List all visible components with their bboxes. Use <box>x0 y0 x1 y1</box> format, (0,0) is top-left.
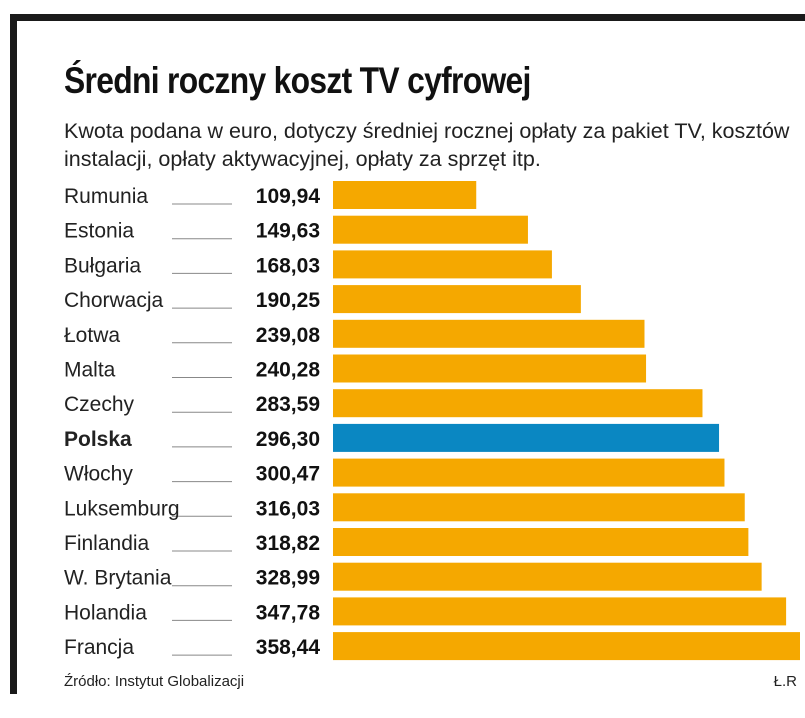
bar-estonia <box>333 215 528 244</box>
category-label-polska: Polska <box>64 428 132 451</box>
bar-chorwacja <box>333 285 581 314</box>
bar-w-brytania <box>333 562 762 591</box>
value-label-czechy: 283,59 <box>256 393 320 416</box>
category-label-estonia: Estonia <box>64 220 134 243</box>
bar-francja <box>333 632 800 661</box>
category-label-luksemburg: Luksemburg <box>64 497 180 520</box>
value-label-luksemburg: 316,03 <box>256 497 320 520</box>
category-label-lotwa: Łotwa <box>64 324 120 347</box>
value-label-francja: 358,44 <box>256 636 321 659</box>
category-label-czechy: Czechy <box>64 393 135 416</box>
frame-top-border <box>10 14 805 21</box>
value-label-w-brytania: 328,99 <box>256 567 320 590</box>
category-label-francja: Francja <box>64 636 134 659</box>
value-label-polska: 296,30 <box>256 428 320 451</box>
value-label-rumunia: 109,94 <box>256 185 321 208</box>
category-label-bulgaria: Bułgaria <box>64 254 141 277</box>
category-label-holandia: Holandia <box>64 601 147 624</box>
bar-lotwa <box>333 319 645 348</box>
bar-czechy <box>333 389 703 418</box>
category-label-w-brytania: W. Brytania <box>64 567 172 590</box>
category-label-chorwacja: Chorwacja <box>64 289 164 312</box>
value-label-bulgaria: 168,03 <box>256 254 320 277</box>
frame-left-border <box>10 14 17 694</box>
bar-wlochy <box>333 458 725 487</box>
bar-luksemburg <box>333 493 745 522</box>
category-label-wlochy: Włochy <box>64 463 133 486</box>
value-label-wlochy: 300,47 <box>256 463 320 486</box>
value-label-malta: 240,28 <box>256 359 321 382</box>
bar-holandia <box>333 597 787 626</box>
value-label-lotwa: 239,08 <box>256 324 321 347</box>
bar-finlandia <box>333 528 749 556</box>
chart-subtitle: Kwota podana w euro, dotyczy średniej ro… <box>64 119 790 171</box>
bar-rumunia <box>333 181 477 209</box>
category-label-finlandia: Finlandia <box>64 532 150 555</box>
value-label-finlandia: 318,82 <box>256 532 320 555</box>
value-label-chorwacja: 190,25 <box>256 289 321 312</box>
author-credit: Ł.R <box>773 673 797 690</box>
bar-polska <box>333 423 720 452</box>
value-label-estonia: 149,63 <box>256 220 320 243</box>
category-label-malta: Malta <box>64 359 116 382</box>
bar-malta <box>333 354 647 383</box>
value-label-holandia: 347,78 <box>256 601 321 624</box>
chart-title: Średni roczny koszt TV cyfrowej <box>64 60 531 101</box>
bar-bulgaria <box>333 250 552 279</box>
category-label-rumunia: Rumunia <box>64 185 148 208</box>
source-note: Źródło: Instytut Globalizacji <box>64 673 245 690</box>
